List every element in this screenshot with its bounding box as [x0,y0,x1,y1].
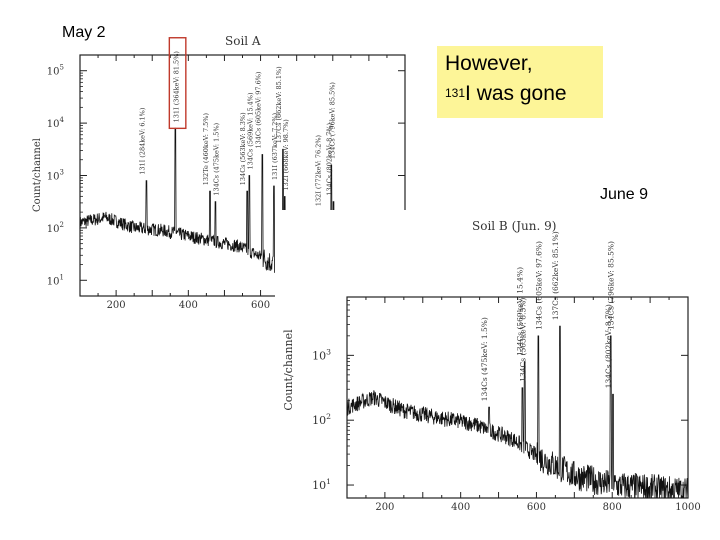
soil-a-ytick-label: 105 [47,64,64,78]
soil-a-xtick-label: 400 [179,300,198,311]
soil-a-ytick-label: 101 [47,273,64,287]
soil-b-xtick-label: 600 [527,502,546,513]
soil-a-ytick-label: 104 [47,116,65,130]
soil-a-ytick-label: 103 [47,169,64,183]
soil-b-ytick-label: 102 [312,412,331,427]
soil-b-peak-label: 134Cs (475keV: 1.5%) [480,317,489,401]
soil-b-xtick-label: 800 [603,502,622,513]
soil-a-highlight-box [168,37,187,130]
callout-text: I was gone [465,82,567,105]
soil-a-peak-label: 131I (364keV: 81.5%) [172,51,180,123]
soil-a-peak-label: 134Cs (569keV: 15.4%) [246,92,254,169]
callout-line-1: However, [445,52,533,75]
soil-a-ytick-label: 102 [47,221,64,235]
soil-a-peak-label: 134Cs (802keV: 8.7%) [326,122,334,195]
soil-b-group: Soil B (Jun. 9) Count/channel 200 400 600 800… [275,210,720,540]
soil-a-xtick-label: 600 [251,300,270,311]
soil-b-title: Soil B (Jun. 9) [472,219,556,233]
soil-b-ytick-label: 101 [312,477,331,492]
soil-b-xtick-label: 400 [451,502,470,513]
soil-b-spectrum-line [346,325,689,499]
soil-a-peak-label: 134Cs (796keV: 85.5%) [328,82,336,159]
callout-mass-number: 131 [445,86,466,100]
date-label-june: June 9 [600,186,649,203]
soil-a-peak-label: 132I (772keV: 76.2%) [315,134,323,206]
soil-b-ylabel: Count/channel [282,329,295,411]
soil-b-xtick-label: 1000 [675,502,700,513]
soil-a-group: Soil ACount/channel200400600800100010110… [32,34,418,311]
soil-b-peak-label: 134Cs (605keV: 97.6%) [534,241,543,330]
soil-a-title: Soil A [225,34,261,48]
soil-b-xtick-label: 200 [375,502,394,513]
soil-b-ytick-label: 103 [312,347,331,362]
soil-a-peak-label: 134Cs (475keV: 1.5%) [212,122,220,195]
soil-b-peak-label: 134Cs (802keV: 8.7%) [604,304,613,388]
soil-a-ylabel: Count/channel [32,138,43,212]
soil-a-peak-label: 132Te (460keV: 7.5%) [202,113,210,186]
soil-a-peak-label: 134Cs (563keV: 8.3%) [239,112,247,185]
soil-b-peak-label: 134Cs (563keV: 8.3%) [518,298,527,382]
date-label-may: May 2 [62,24,106,41]
soil-a-peak-label: 132I (668keV: 98.7%) [282,119,290,191]
soil-b-peak-label: 137Cs (662keV: 85.1%) [551,231,560,320]
soil-b-peak-label: 134Cs (796keV: 85.5%) [607,241,616,330]
soil-b-peak-label: 134Cs (569keV: 15.4%) [516,267,525,356]
soil-a-peak-label: 131I (284keV: 6.1%) [138,107,146,175]
soil-a-peak-label: 134Cs (605keV: 97.6%) [254,71,262,148]
soil-a-peak-label: 131I (637keV: 7.2%) [271,112,279,180]
soil-a-peak-label: 137Cs (662keV: 85.1%) [275,66,283,143]
callout-line-2: 131I was gone [445,82,567,106]
callout-note: However, 131I was gone [437,46,603,118]
soil-a-xtick-label: 200 [107,300,126,311]
